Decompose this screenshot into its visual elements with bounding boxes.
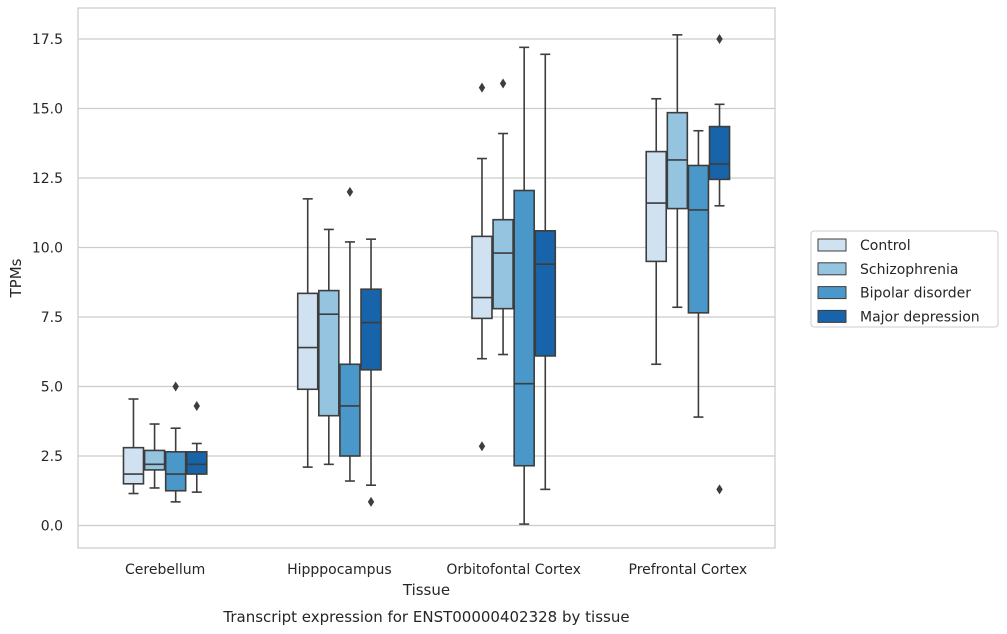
outlier-point (499, 78, 507, 89)
plot-frame (77, 7, 776, 549)
legend: Control Schizophrenia Bipolar disorder Majo… (810, 230, 999, 328)
box-iqr (360, 288, 382, 371)
box-iqr (534, 230, 557, 357)
legend-label: Bipolar disorder (860, 286, 971, 302)
x-tick-label: Orbitofontal Cortex (446, 562, 581, 578)
box-group (185, 400, 208, 493)
outlier-point (346, 186, 354, 197)
y-tick-label: 7.5 (41, 310, 63, 326)
legend-swatch (817, 238, 847, 252)
outlier-point (716, 484, 723, 495)
legend-label: Control (860, 238, 911, 254)
box-group (534, 53, 557, 491)
x-tick-labels: Cerebellum Hipppocampus Orbitofontal Corte… (125, 562, 747, 578)
box-iqr (645, 150, 668, 263)
box-group (122, 398, 145, 495)
box-iqr (164, 451, 187, 492)
x-tick-label: Hipppocampus (287, 562, 392, 578)
box-group (471, 82, 493, 452)
box-group (164, 381, 187, 503)
y-tick-label: 15.0 (32, 102, 63, 118)
box-group (687, 129, 710, 418)
box-iqr (471, 235, 493, 320)
box-group (318, 228, 340, 466)
legend-swatch (817, 309, 847, 323)
box-group (492, 78, 514, 356)
box-group (513, 46, 535, 525)
chart-caption: Transcript expression for ENST0000040232… (222, 608, 629, 626)
y-tick-label: 5.0 (41, 380, 63, 396)
box-group (143, 423, 166, 489)
y-tick-label: 0.0 (41, 519, 63, 535)
box-iqr (339, 363, 361, 457)
box-group (666, 34, 689, 309)
outlier-point (193, 400, 200, 411)
y-tick-label: 17.5 (32, 32, 63, 48)
box-iqr (318, 289, 340, 417)
box-iqr (513, 189, 535, 467)
box-iqr (708, 125, 731, 181)
y-tick-label: 12.5 (32, 171, 63, 187)
box-group (645, 97, 668, 366)
box-iqr (687, 164, 710, 314)
box-iqr (296, 292, 319, 391)
legend-frame (810, 230, 999, 328)
x-tick-label: Prefrontal Cortex (629, 562, 748, 578)
outlier-point (478, 441, 486, 452)
box-group (360, 238, 382, 507)
box-iqr (492, 218, 514, 310)
y-tick-labels: 0.0 2.5 5.0 7.5 10.0 12.5 15.0 17.5 (32, 32, 63, 535)
box-iqr (143, 449, 166, 471)
box-group (708, 34, 731, 495)
outlier-point (716, 34, 723, 44)
box-group (339, 186, 361, 482)
box-iqr (185, 451, 208, 475)
y-tick-label: 10.0 (32, 241, 63, 257)
legend-label: Schizophrenia (860, 262, 958, 278)
outlier-point (172, 381, 179, 392)
x-axis-label: Tissue (402, 581, 450, 599)
x-tick-label: Cerebellum (125, 562, 205, 578)
box-iqr (122, 446, 145, 485)
legend-swatch (817, 286, 847, 300)
box-group (296, 198, 319, 468)
legend-label: Major depression (860, 309, 980, 325)
legend-swatch (817, 262, 847, 276)
outlier-point (367, 496, 375, 507)
y-tick-label: 2.5 (41, 449, 63, 465)
y-axis-label: TPMs (7, 258, 25, 298)
outlier-point (478, 82, 486, 93)
boxplots (122, 34, 731, 525)
